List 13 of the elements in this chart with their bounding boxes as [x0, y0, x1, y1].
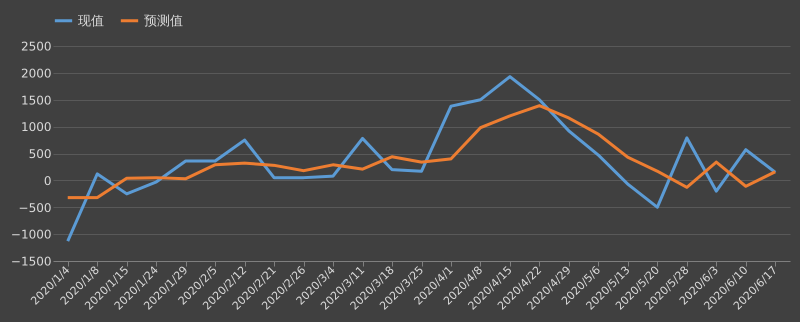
y-tick-label: 500: [28, 147, 52, 161]
line-series: [66, 104, 777, 200]
y-tick-label: −1000: [10, 228, 52, 242]
line-series: [66, 75, 777, 243]
y-tick-label: 2500: [20, 40, 52, 54]
y-tick-label: −500: [18, 200, 52, 215]
y-tick-label: 2000: [20, 66, 52, 80]
y-tick-label: 1500: [20, 93, 52, 108]
legend-label: 现值: [78, 14, 104, 29]
legend-label: 预测值: [144, 14, 183, 29]
y-tick-label: 0: [44, 174, 52, 188]
y-tick-label: 1000: [20, 120, 52, 134]
y-tick-label: −1500: [10, 254, 52, 268]
